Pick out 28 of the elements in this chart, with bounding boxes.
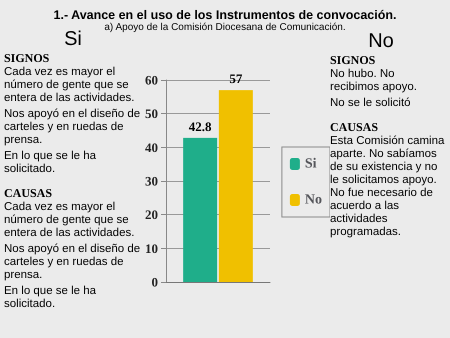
- text: CAUSAS: [4, 186, 54, 201]
- text: Cada vez es mayor el número de gente que se entera de las actividades.: [4, 66, 136, 105]
- text: Nos apoyó en el diseño de carteles y en ruedas de prensa.: [4, 243, 142, 282]
- text: CAUSAS: [330, 120, 380, 135]
- text: En lo que se le ha solicitado.: [4, 285, 98, 311]
- text: No hubo. No recibimos apoyo.: [330, 68, 418, 94]
- text: SIGNOS: [4, 51, 50, 66]
- text: No: [368, 30, 394, 52]
- text: SIGNOS: [330, 53, 376, 68]
- text: Cada vez es mayor el número de gente que se entera de las actividades.: [4, 201, 136, 240]
- text: No se le solicitó: [330, 97, 412, 110]
- y-tick-label: 30: [145, 174, 158, 188]
- y-tick-label: 20: [145, 207, 158, 222]
- text: Nos apoyó en el diseño de carteles y en ruedas de prensa.: [4, 108, 142, 147]
- legend-label: Si: [304, 156, 317, 172]
- legend-label: No: [304, 192, 322, 208]
- chart-title: 1.- Avance en el uso de los Instrumentos de convocación.: [52, 8, 398, 22]
- chart-subtitle: a) Apoyo de la Comisión Diocesana de Comunicación.: [104, 22, 346, 33]
- text: Si: [64, 28, 82, 50]
- y-tick-label: 60: [145, 72, 158, 88]
- y-tick-label: 40: [145, 140, 158, 155]
- y-tick-label: 50: [145, 106, 158, 122]
- y-tick-label: 0: [152, 274, 158, 290]
- data-label: 57: [229, 71, 243, 86]
- y-tick-label: 10: [145, 240, 158, 256]
- text: En lo que se le ha solicitado.: [4, 150, 98, 176]
- data-label: 42.8: [188, 118, 212, 134]
- text: Esta Comisión camina aparte. No sabíamos de su existencia y no le solicitamos apoyo. No fue necesario de acuerdo a las actividades programadas.: [330, 135, 446, 239]
